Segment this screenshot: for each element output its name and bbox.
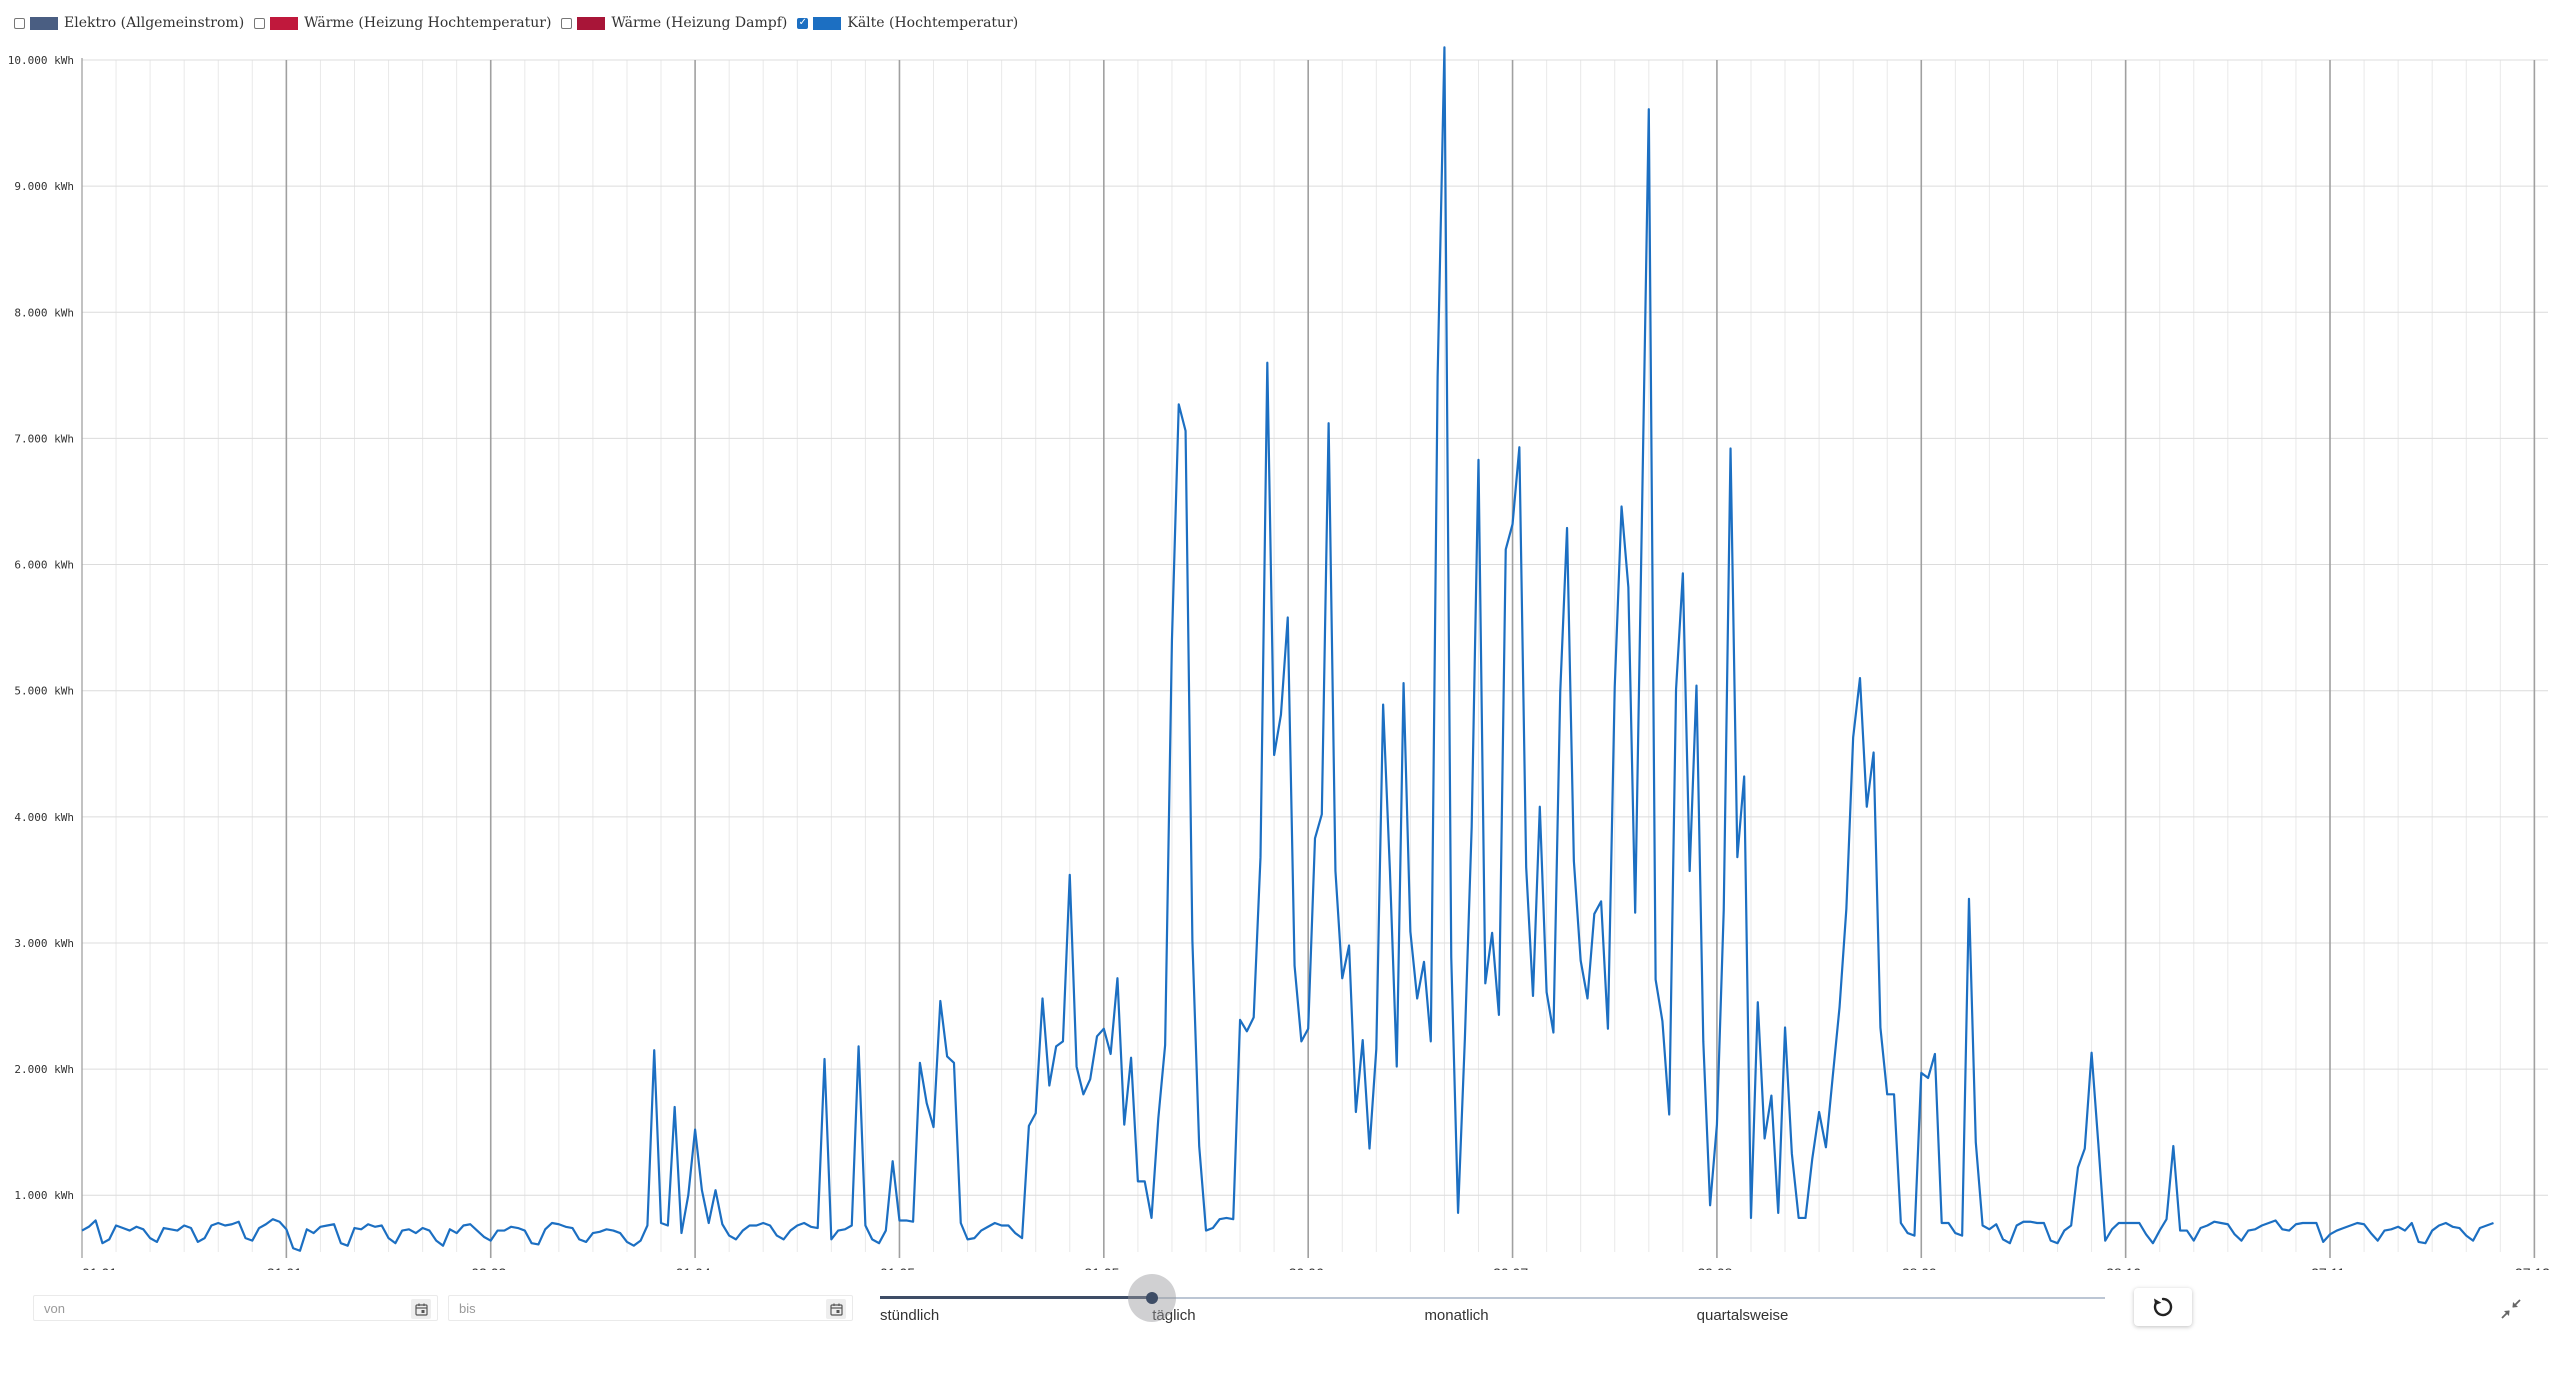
legend-item[interactable]: Wärme (Heizung Hochtemperatur) (254, 15, 551, 31)
y-tick-label: 1.000 kWh (14, 1189, 74, 1202)
legend-checkbox[interactable] (561, 17, 573, 29)
legend-swatch (270, 16, 299, 30)
calendar-icon[interactable] (826, 1299, 846, 1319)
y-tick-label: 3.000 kWh (14, 937, 74, 950)
x-tick-label: 01.01. (82, 1265, 121, 1270)
from-date-field[interactable] (33, 1295, 438, 1321)
series-line (81, 46, 2494, 1252)
x-tick-label: 27.11. (2311, 1265, 2349, 1270)
x-tick-label: 28.09. (1902, 1265, 1941, 1270)
y-tick-label: 8.000 kWh (14, 306, 74, 319)
x-tick-label: 01.04. (676, 1265, 715, 1270)
calendar-icon[interactable] (411, 1299, 431, 1319)
legend-checkbox[interactable] (254, 17, 266, 29)
legend-label: Wärme (Heizung Dampf) (611, 15, 788, 31)
slider-option-label[interactable]: monatlich (1424, 1307, 1489, 1324)
to-date-input[interactable] (457, 1299, 818, 1317)
resolution-slider[interactable]: stündlich täglich monatlich quartalsweise (880, 1274, 2105, 1324)
y-tick-label: 4.000 kWh (14, 811, 74, 824)
legend-label: Wärme (Heizung Hochtemperatur) (304, 15, 552, 31)
x-tick-label: 31.01. (267, 1265, 306, 1270)
legend-swatch (30, 16, 58, 30)
legend-item[interactable]: Wärme (Heizung Dampf) (561, 15, 787, 31)
legend-swatch (577, 16, 606, 30)
collapse-icon (2501, 1299, 2521, 1319)
slider-option-label[interactable]: täglich (1152, 1307, 1196, 1324)
legend-item[interactable]: ✓ Kälte (Hochtemperatur) (797, 15, 1018, 31)
legend-checkbox[interactable] (14, 17, 25, 29)
x-tick-label: 30.06. (1289, 1265, 1328, 1270)
x-tick-label: 30.07. (1493, 1265, 1532, 1270)
collapse-button[interactable] (2496, 1294, 2526, 1324)
legend-label: Elektro (Allgemeinstrom) (64, 15, 245, 31)
to-date-field[interactable] (448, 1295, 853, 1321)
y-tick-label: 9.000 kWh (14, 180, 74, 193)
x-tick-label: 02.03. (471, 1265, 510, 1270)
legend-checkbox[interactable]: ✓ (797, 17, 809, 29)
legend-swatch (813, 16, 842, 30)
legend-label: Kälte (Hochtemperatur) (847, 15, 1019, 31)
legend: Elektro (Allgemeinstrom) Wärme (Heizung H… (14, 12, 1028, 34)
slider-fill (880, 1296, 1153, 1299)
x-tick-label: 28.10. (2106, 1265, 2145, 1270)
line-chart: 1.000 kWh 2.000 kWh 3.000 kWh 4.000 kWh 5.00… (8, 46, 2554, 1270)
x-tick-label: 27.12. (2515, 1265, 2554, 1270)
slider-option-label[interactable]: stündlich (880, 1307, 940, 1324)
y-tick-label: 7.000 kWh (14, 432, 74, 445)
slider-option-label[interactable]: quartalsweise (1696, 1307, 1789, 1324)
y-tick-label: 10.000 kWh (8, 54, 74, 67)
reset-button[interactable] (2134, 1288, 2192, 1326)
legend-item[interactable]: Elektro (Allgemeinstrom) (14, 15, 244, 31)
slider-track[interactable] (880, 1297, 2105, 1299)
from-date-input[interactable] (42, 1299, 403, 1317)
y-tick-label: 5.000 kWh (14, 685, 74, 698)
x-tick-label: 31.05. (1084, 1265, 1123, 1270)
x-tick-label: 01.05. (880, 1265, 919, 1270)
y-tick-label: 6.000 kWh (14, 559, 74, 572)
resolution-slider-clip: stündlich täglich monatlich quartalsweise (880, 1280, 2105, 1340)
slider-thumb[interactable] (1146, 1292, 1159, 1304)
reset-icon (2153, 1297, 2173, 1317)
x-tick-label: 29.08. (1697, 1265, 1736, 1270)
y-tick-label: 2.000 kWh (14, 1063, 74, 1076)
